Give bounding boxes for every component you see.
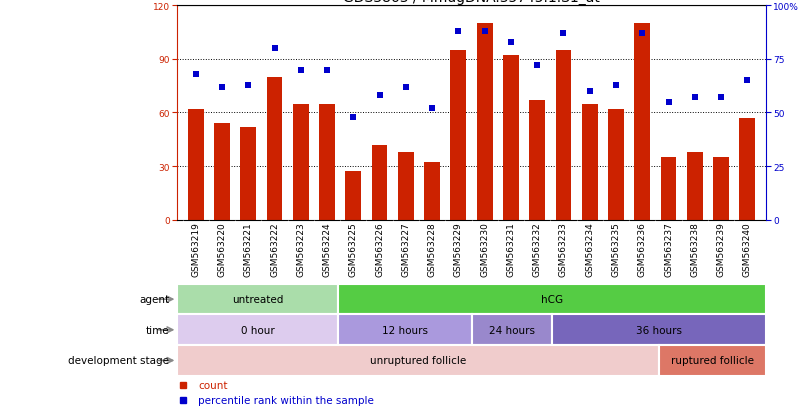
Point — [478, 28, 491, 35]
Text: GSM563221: GSM563221 — [243, 221, 253, 276]
Point — [242, 82, 255, 89]
Text: percentile rank within the sample: percentile rank within the sample — [198, 395, 374, 405]
Text: GSM563227: GSM563227 — [401, 221, 410, 276]
Text: GSM563238: GSM563238 — [690, 221, 700, 276]
Text: GSM563235: GSM563235 — [612, 221, 621, 276]
Text: GSM563234: GSM563234 — [585, 221, 594, 276]
Text: development stage: development stage — [69, 356, 169, 366]
Bar — [267, 78, 282, 220]
Point — [584, 88, 596, 95]
Point — [189, 71, 202, 78]
Bar — [477, 24, 492, 220]
Point — [452, 28, 465, 35]
Title: GDS3863 / MmugDNA.35745.1.S1_at: GDS3863 / MmugDNA.35745.1.S1_at — [343, 0, 600, 5]
Point — [688, 95, 701, 102]
Bar — [503, 56, 519, 220]
Point — [530, 63, 543, 69]
Text: untreated: untreated — [232, 294, 283, 304]
Text: GSM563223: GSM563223 — [297, 221, 305, 276]
Point — [373, 93, 386, 100]
Text: GSM563229: GSM563229 — [454, 221, 463, 276]
Text: GSM563236: GSM563236 — [638, 221, 646, 276]
Bar — [177, 284, 338, 315]
Bar — [214, 124, 230, 220]
Text: GSM563237: GSM563237 — [664, 221, 673, 276]
Bar — [713, 158, 729, 220]
Text: GSM563224: GSM563224 — [322, 221, 331, 276]
Point — [636, 31, 649, 37]
Text: hCG: hCG — [541, 294, 563, 304]
Point — [609, 82, 622, 89]
Point — [321, 67, 334, 74]
Bar — [319, 104, 335, 220]
Bar — [293, 104, 309, 220]
Bar — [177, 345, 659, 376]
Text: 0 hour: 0 hour — [241, 325, 274, 335]
Text: count: count — [198, 380, 227, 390]
Text: GSM563230: GSM563230 — [480, 221, 489, 276]
Bar — [555, 51, 571, 220]
Point — [715, 95, 728, 102]
Bar — [451, 51, 466, 220]
Text: GSM563231: GSM563231 — [506, 221, 515, 276]
Bar — [552, 315, 766, 345]
Bar — [530, 101, 545, 220]
Bar — [398, 152, 413, 220]
Bar — [372, 145, 388, 220]
Text: 24 hours: 24 hours — [488, 325, 534, 335]
Point — [268, 46, 281, 52]
Bar — [188, 109, 204, 220]
Text: ruptured follicle: ruptured follicle — [671, 356, 754, 366]
Text: GSM563228: GSM563228 — [428, 221, 437, 276]
Point — [426, 106, 438, 112]
Bar — [687, 152, 703, 220]
Text: GSM563225: GSM563225 — [349, 221, 358, 276]
Bar — [659, 345, 766, 376]
Bar — [582, 104, 597, 220]
Bar — [424, 163, 440, 220]
Point — [294, 67, 307, 74]
Point — [741, 78, 754, 84]
Point — [662, 99, 675, 106]
Bar — [634, 24, 650, 220]
Bar — [338, 315, 472, 345]
Text: GSM563222: GSM563222 — [270, 221, 279, 276]
Point — [400, 84, 413, 91]
Point — [505, 39, 517, 46]
Bar — [739, 119, 755, 220]
Bar — [472, 315, 552, 345]
Bar — [346, 172, 361, 220]
Text: time: time — [146, 325, 169, 335]
Text: unruptured follicle: unruptured follicle — [370, 356, 466, 366]
Bar — [240, 128, 256, 220]
Text: 12 hours: 12 hours — [382, 325, 428, 335]
Text: GSM563240: GSM563240 — [743, 221, 752, 276]
Bar — [177, 315, 338, 345]
Text: GSM563239: GSM563239 — [717, 221, 725, 276]
Point — [347, 114, 359, 121]
Text: GSM563233: GSM563233 — [559, 221, 568, 276]
Point — [215, 84, 228, 91]
Text: GSM563226: GSM563226 — [375, 221, 384, 276]
Point — [557, 31, 570, 37]
Text: 36 hours: 36 hours — [636, 325, 682, 335]
Bar — [661, 158, 676, 220]
Text: GSM563219: GSM563219 — [191, 221, 200, 276]
Text: GSM563232: GSM563232 — [533, 221, 542, 276]
Bar — [608, 109, 624, 220]
Text: GSM563220: GSM563220 — [218, 221, 226, 276]
Bar — [338, 284, 766, 315]
Text: agent: agent — [139, 294, 169, 304]
